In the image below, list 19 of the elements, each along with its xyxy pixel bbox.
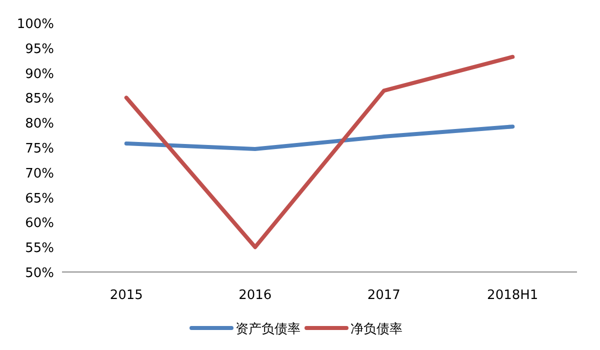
- y-tick-label: 50%: [25, 266, 54, 281]
- legend-label: 资产负债率: [236, 321, 300, 337]
- y-tick-label: 90%: [25, 66, 54, 82]
- x-tick-label: 2018H1: [487, 288, 538, 303]
- line-series: [124, 54, 515, 250]
- y-tick-label: 65%: [25, 191, 54, 206]
- y-tick-label: 55%: [25, 241, 54, 256]
- line-series: [124, 124, 515, 151]
- y-tick-label: 60%: [25, 216, 54, 232]
- x-tick-label: 2015: [110, 288, 143, 303]
- y-tick-label: 75%: [25, 142, 54, 156]
- y-tick-label: 80%: [25, 116, 54, 132]
- y-tick-label: 95%: [25, 42, 54, 57]
- y-tick-label: 100%: [16, 17, 54, 32]
- y-tick-label: 70%: [25, 166, 54, 182]
- legend-label: 净负债率: [350, 321, 402, 337]
- x-tick-label: 2016: [238, 288, 272, 303]
- x-tick-label: 2017: [367, 288, 400, 303]
- y-tick-label: 85%: [25, 92, 54, 107]
